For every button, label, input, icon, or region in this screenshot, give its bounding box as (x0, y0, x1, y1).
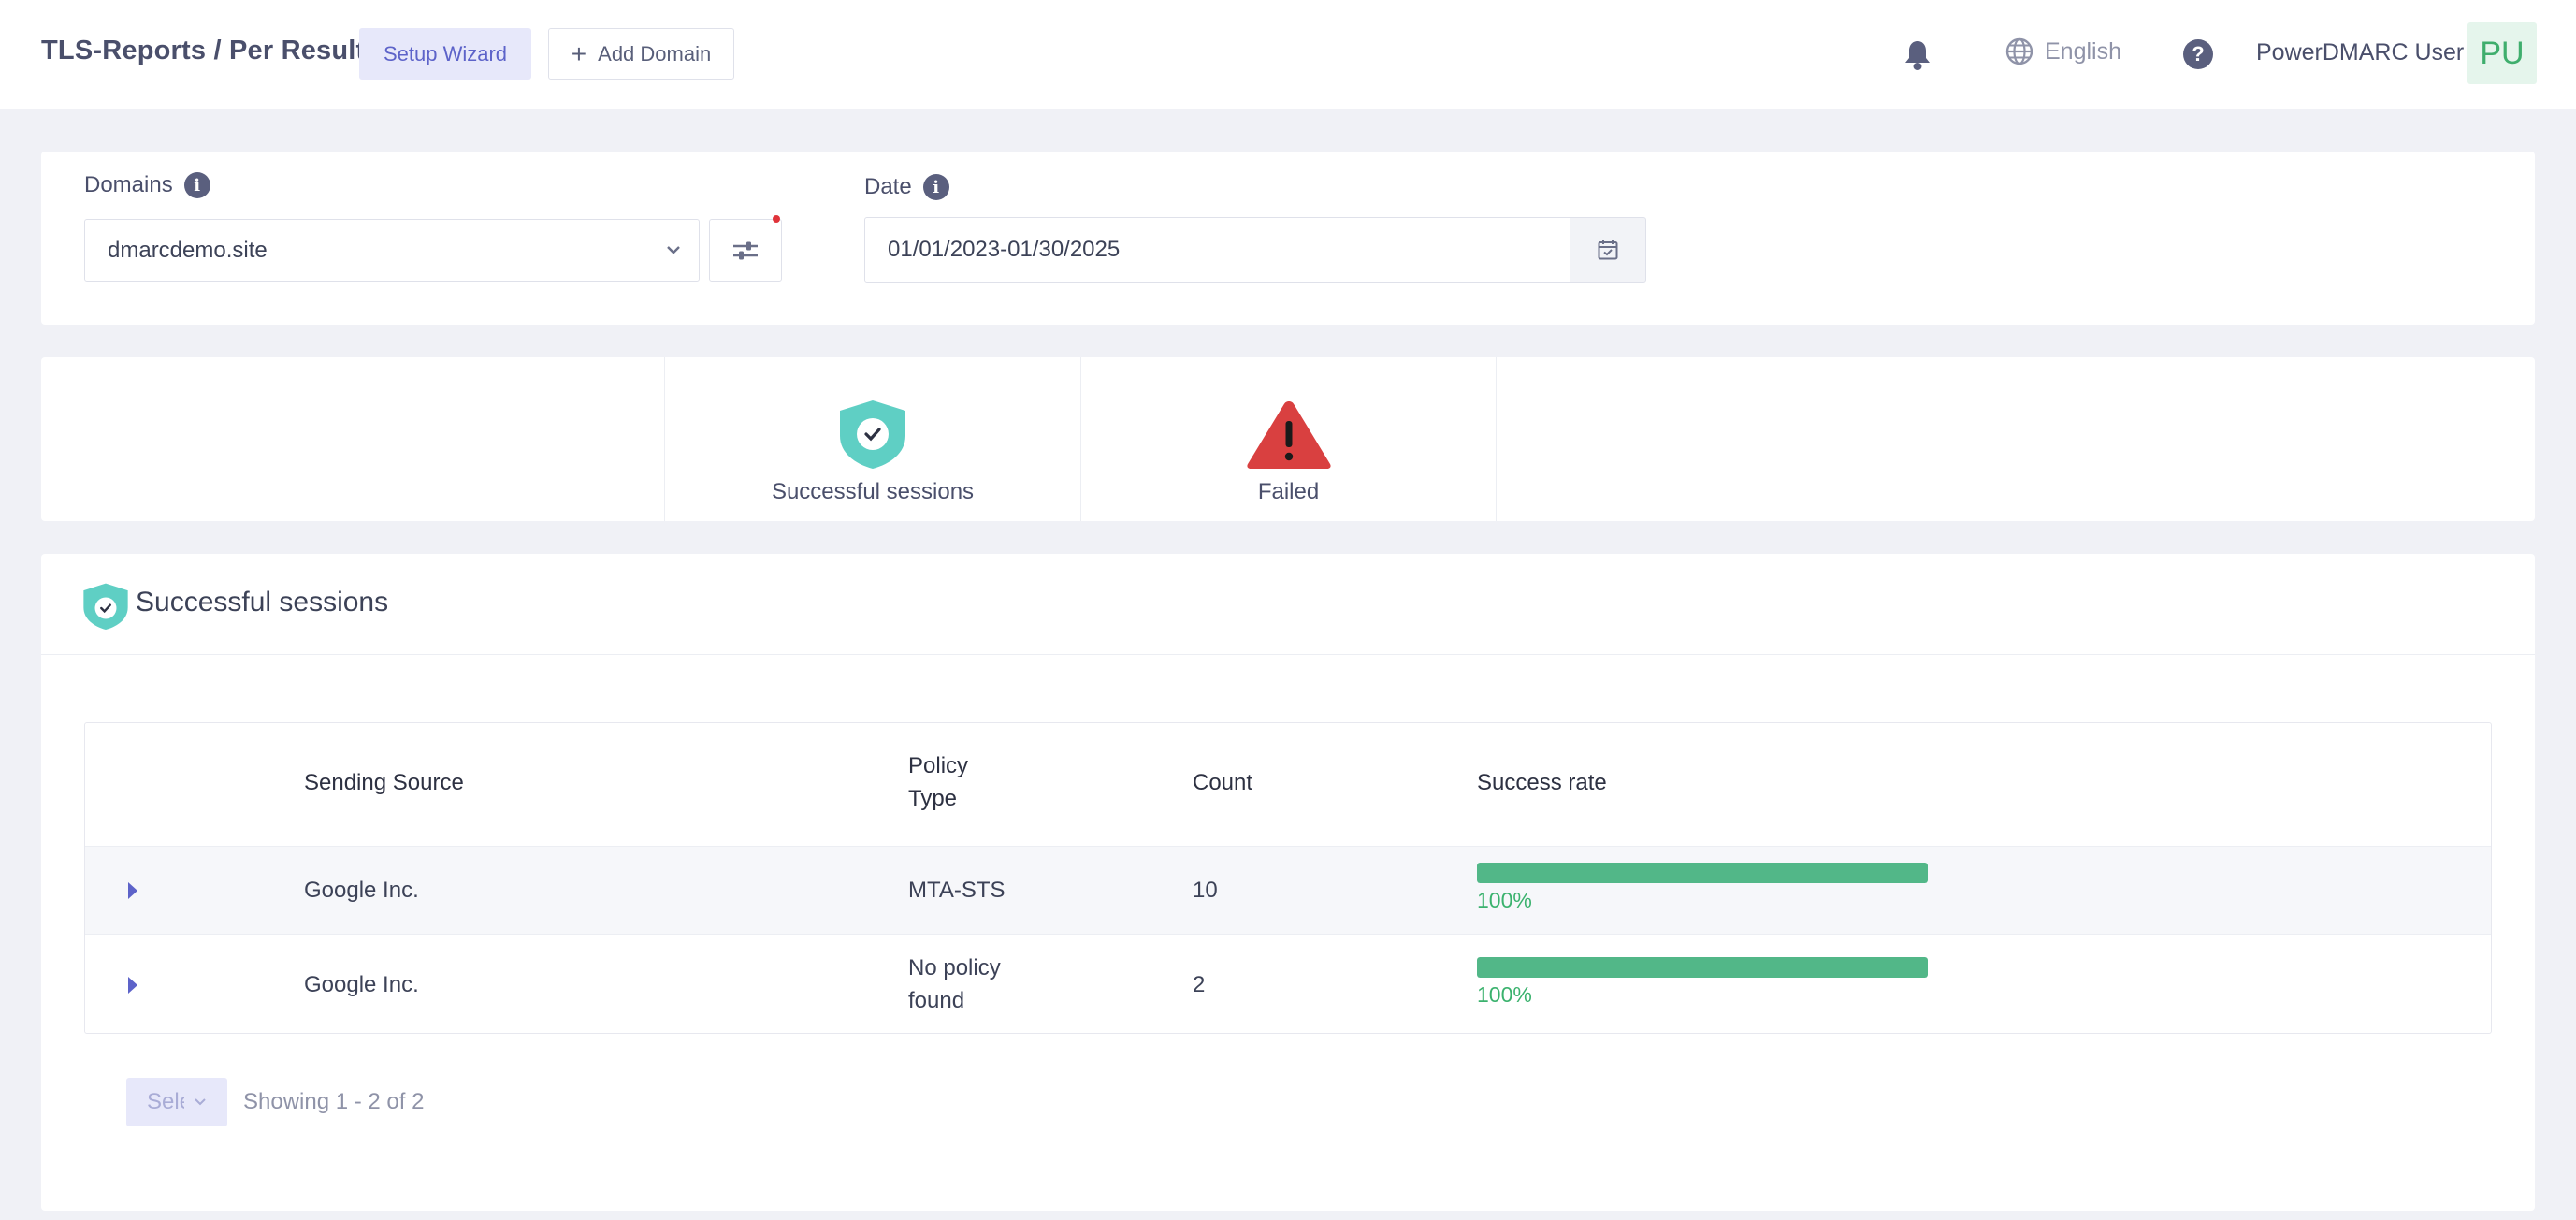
success-rate-bar (1477, 863, 1928, 883)
globe-icon (2005, 37, 2033, 65)
table-row[interactable]: Google Inc. MTA-STS 10 100% (85, 846, 2491, 934)
summary-panel: Successful sessions Failed (41, 357, 2535, 521)
filter-active-dot (773, 215, 780, 223)
shield-check-icon (83, 583, 128, 630)
cell-policy-line1: MTA-STS (908, 878, 1006, 903)
info-icon[interactable]: i (922, 174, 949, 200)
section-title: Successful sessions (136, 587, 389, 617)
info-icon[interactable]: i (183, 172, 210, 198)
cell-policy-line2: found (908, 988, 965, 1013)
caret-right-icon[interactable] (126, 976, 139, 995)
chevron-down-icon (667, 246, 680, 254)
avatar[interactable]: PU (2467, 22, 2537, 84)
sessions-table: Sending Source Policy Type Count Success… (84, 722, 2492, 1034)
table-row[interactable]: Google Inc. No policy found 2 100% (85, 934, 2491, 1034)
date-label-group: Date i (864, 174, 949, 200)
column-header-success-rate[interactable]: Success rate (1477, 770, 1607, 795)
top-bar: TLS-Reports / Per Result Setup Wizard + … (0, 0, 2576, 109)
calendar-button[interactable] (1570, 217, 1646, 283)
warning-icon (1246, 401, 1331, 469)
success-rate-label: 100% (1477, 888, 1532, 912)
column-header-policy-line2: Type (908, 786, 958, 811)
table-header: Sending Source Policy Type Count Success… (85, 723, 2491, 845)
page-size-placeholder: Select (147, 1089, 184, 1114)
chevron-down-icon (195, 1098, 206, 1106)
cell-count: 2 (1193, 972, 1206, 997)
page-size-select[interactable]: Select (126, 1078, 227, 1126)
summary-successful-tab[interactable]: Successful sessions (664, 357, 1080, 521)
cell-sending-source: Google Inc. (304, 972, 419, 997)
date-label: Date (864, 174, 912, 199)
summary-failed-tab[interactable]: Failed (1080, 357, 1497, 521)
column-header-sending-source[interactable]: Sending Source (304, 770, 464, 795)
cell-sending-source: Google Inc. (304, 878, 419, 903)
calendar-icon (1598, 240, 1618, 260)
section-header: Successful sessions (41, 554, 2535, 655)
successful-sessions-panel: Successful sessions Sending Source Polic… (41, 554, 2535, 1211)
cell-count: 10 (1193, 878, 1218, 903)
shield-check-icon (840, 400, 905, 469)
domain-select-value: dmarcdemo.site (108, 237, 268, 263)
success-rate-label: 100% (1477, 982, 1532, 1007)
column-header-count[interactable]: Count (1193, 770, 1253, 795)
success-rate-bar-fill (1477, 957, 1928, 978)
summary-failed-label: Failed (1257, 479, 1320, 504)
pagination-summary: Showing 1 - 2 of 2 (243, 1089, 425, 1114)
add-domain-label: Add Domain (598, 41, 712, 65)
setup-wizard-button[interactable]: Setup Wizard (359, 28, 531, 80)
sliders-icon (733, 241, 758, 259)
cell-policy-type: MTA-STS (908, 874, 1006, 907)
domain-select[interactable]: dmarcdemo.site (84, 219, 700, 282)
domains-label-group: Domains i (84, 172, 210, 198)
summary-successful-label: Successful sessions (771, 479, 975, 504)
filter-settings-button[interactable] (709, 219, 782, 282)
column-header-policy-line1: Policy (908, 753, 969, 778)
success-rate-bar (1477, 957, 1928, 978)
page-title: TLS-Reports / Per Result (41, 36, 366, 65)
language-label: English (2045, 37, 2121, 65)
domains-label: Domains (84, 172, 173, 197)
cell-policy-line1: No policy (908, 955, 1001, 980)
filter-panel: Domains i dmarcdemo.site Date i 01/01/20… (41, 152, 2535, 325)
success-rate-bar-fill (1477, 863, 1928, 883)
user-name[interactable]: PowerDMARC User (2256, 39, 2465, 65)
bell-icon[interactable] (1903, 39, 1932, 71)
help-icon[interactable]: ? (2183, 39, 2213, 69)
cell-policy-type: No policy found (908, 951, 1001, 1017)
caret-right-icon[interactable] (126, 881, 139, 900)
date-range-input[interactable]: 01/01/2023-01/30/2025 (864, 217, 1571, 283)
add-domain-button[interactable]: + Add Domain (548, 28, 734, 80)
plus-icon: + (571, 38, 587, 68)
language-selector[interactable]: English (2005, 37, 2121, 65)
column-header-policy-type[interactable]: Policy Type (908, 749, 968, 815)
